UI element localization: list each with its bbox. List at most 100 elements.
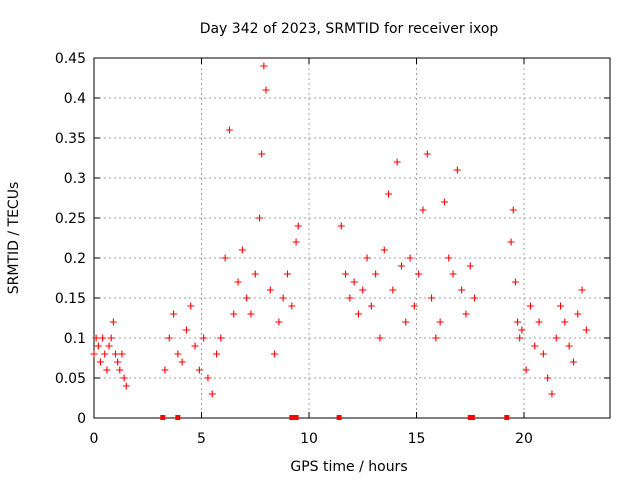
- data-point: [552, 334, 560, 342]
- data-points: [90, 62, 590, 420]
- data-point: [294, 222, 302, 230]
- x-tick-label: 5: [197, 431, 206, 447]
- x-tick-label: 15: [408, 431, 426, 447]
- data-point: [170, 310, 178, 318]
- data-point: [92, 334, 100, 342]
- data-point: [440, 198, 448, 206]
- data-point: [342, 270, 350, 278]
- data-point: [436, 318, 444, 326]
- data-point: [535, 318, 543, 326]
- data-point: [458, 286, 466, 294]
- zero-marker: [469, 415, 475, 420]
- data-point: [116, 366, 124, 374]
- data-point: [217, 334, 225, 342]
- data-point: [234, 278, 242, 286]
- data-point: [284, 270, 291, 278]
- data-point: [271, 350, 279, 358]
- data-point: [393, 158, 401, 166]
- data-point: [432, 334, 440, 342]
- data-point: [122, 382, 130, 390]
- data-point: [406, 254, 414, 262]
- y-tick-label: 0.4: [64, 91, 86, 107]
- data-point: [359, 286, 367, 294]
- plot-frame: [93, 57, 611, 419]
- data-point: [423, 150, 431, 158]
- zero-marker: [289, 415, 295, 420]
- data-point: [453, 166, 461, 174]
- data-point: [544, 374, 552, 382]
- data-point: [367, 302, 375, 310]
- data-point: [279, 294, 287, 302]
- data-point: [256, 214, 264, 222]
- data-point: [105, 342, 113, 350]
- data-point: [221, 254, 229, 262]
- data-point: [402, 318, 410, 326]
- data-point: [509, 206, 517, 214]
- zero-marker: [504, 415, 510, 420]
- data-point: [578, 286, 586, 294]
- data-point: [380, 246, 388, 254]
- data-point: [262, 86, 270, 94]
- data-point: [514, 318, 522, 326]
- data-point: [275, 318, 283, 326]
- y-tick-label: 0: [77, 411, 86, 427]
- data-point: [466, 262, 474, 270]
- x-axis-label: GPS time / hours: [290, 459, 407, 475]
- chart-title: Day 342 of 2023, SRMTID for receiver ixo…: [200, 21, 499, 37]
- data-point: [247, 310, 255, 318]
- data-point: [195, 366, 203, 374]
- data-point: [462, 310, 470, 318]
- data-point: [354, 310, 362, 318]
- data-point: [539, 350, 547, 358]
- data-point: [522, 366, 530, 374]
- data-point: [182, 326, 190, 334]
- x-tick-label: 20: [515, 431, 533, 447]
- x-tick-label: 0: [90, 431, 99, 447]
- data-point: [103, 366, 111, 374]
- data-point: [397, 262, 405, 270]
- data-point: [526, 302, 534, 310]
- grid-lines: [94, 58, 610, 418]
- data-point: [187, 302, 195, 310]
- data-point: [90, 350, 98, 358]
- data-point: [178, 358, 186, 366]
- y-tick-label: 0.25: [55, 211, 86, 227]
- data-point: [112, 350, 119, 358]
- data-point: [99, 334, 107, 342]
- data-point: [251, 270, 259, 278]
- data-point: [350, 278, 358, 286]
- data-point: [107, 334, 115, 342]
- data-point: [213, 350, 221, 358]
- zero-marker: [160, 415, 166, 420]
- data-point: [230, 310, 238, 318]
- data-point: [445, 254, 453, 262]
- data-point: [292, 238, 300, 246]
- data-point: [372, 270, 380, 278]
- data-point: [428, 294, 436, 302]
- y-tick-label: 0.35: [55, 131, 86, 147]
- data-point: [376, 334, 384, 342]
- data-point: [288, 302, 296, 310]
- data-point: [385, 190, 393, 198]
- data-point: [101, 350, 109, 358]
- data-point: [415, 270, 423, 278]
- data-point: [120, 374, 128, 382]
- data-point: [363, 254, 371, 262]
- x-axis: 0 5 10 15 20: [90, 58, 533, 447]
- y-tick-label: 0.3: [64, 171, 86, 187]
- y-tick-label: 0.1: [64, 331, 86, 347]
- data-point: [118, 350, 126, 358]
- y-axis: 0 0.05 0.1 0.15 0.2 0.25 0.3 0.35 0.4 0.45: [55, 51, 610, 427]
- y-tick-label: 0.45: [55, 51, 86, 67]
- data-point: [449, 270, 457, 278]
- data-point: [161, 366, 169, 374]
- data-point: [174, 350, 182, 358]
- data-point: [346, 294, 354, 302]
- y-tick-label: 0.15: [55, 291, 86, 307]
- data-point: [531, 342, 539, 350]
- zero-marker: [336, 415, 342, 420]
- data-point: [557, 302, 565, 310]
- data-point: [511, 278, 519, 286]
- data-point: [225, 126, 233, 134]
